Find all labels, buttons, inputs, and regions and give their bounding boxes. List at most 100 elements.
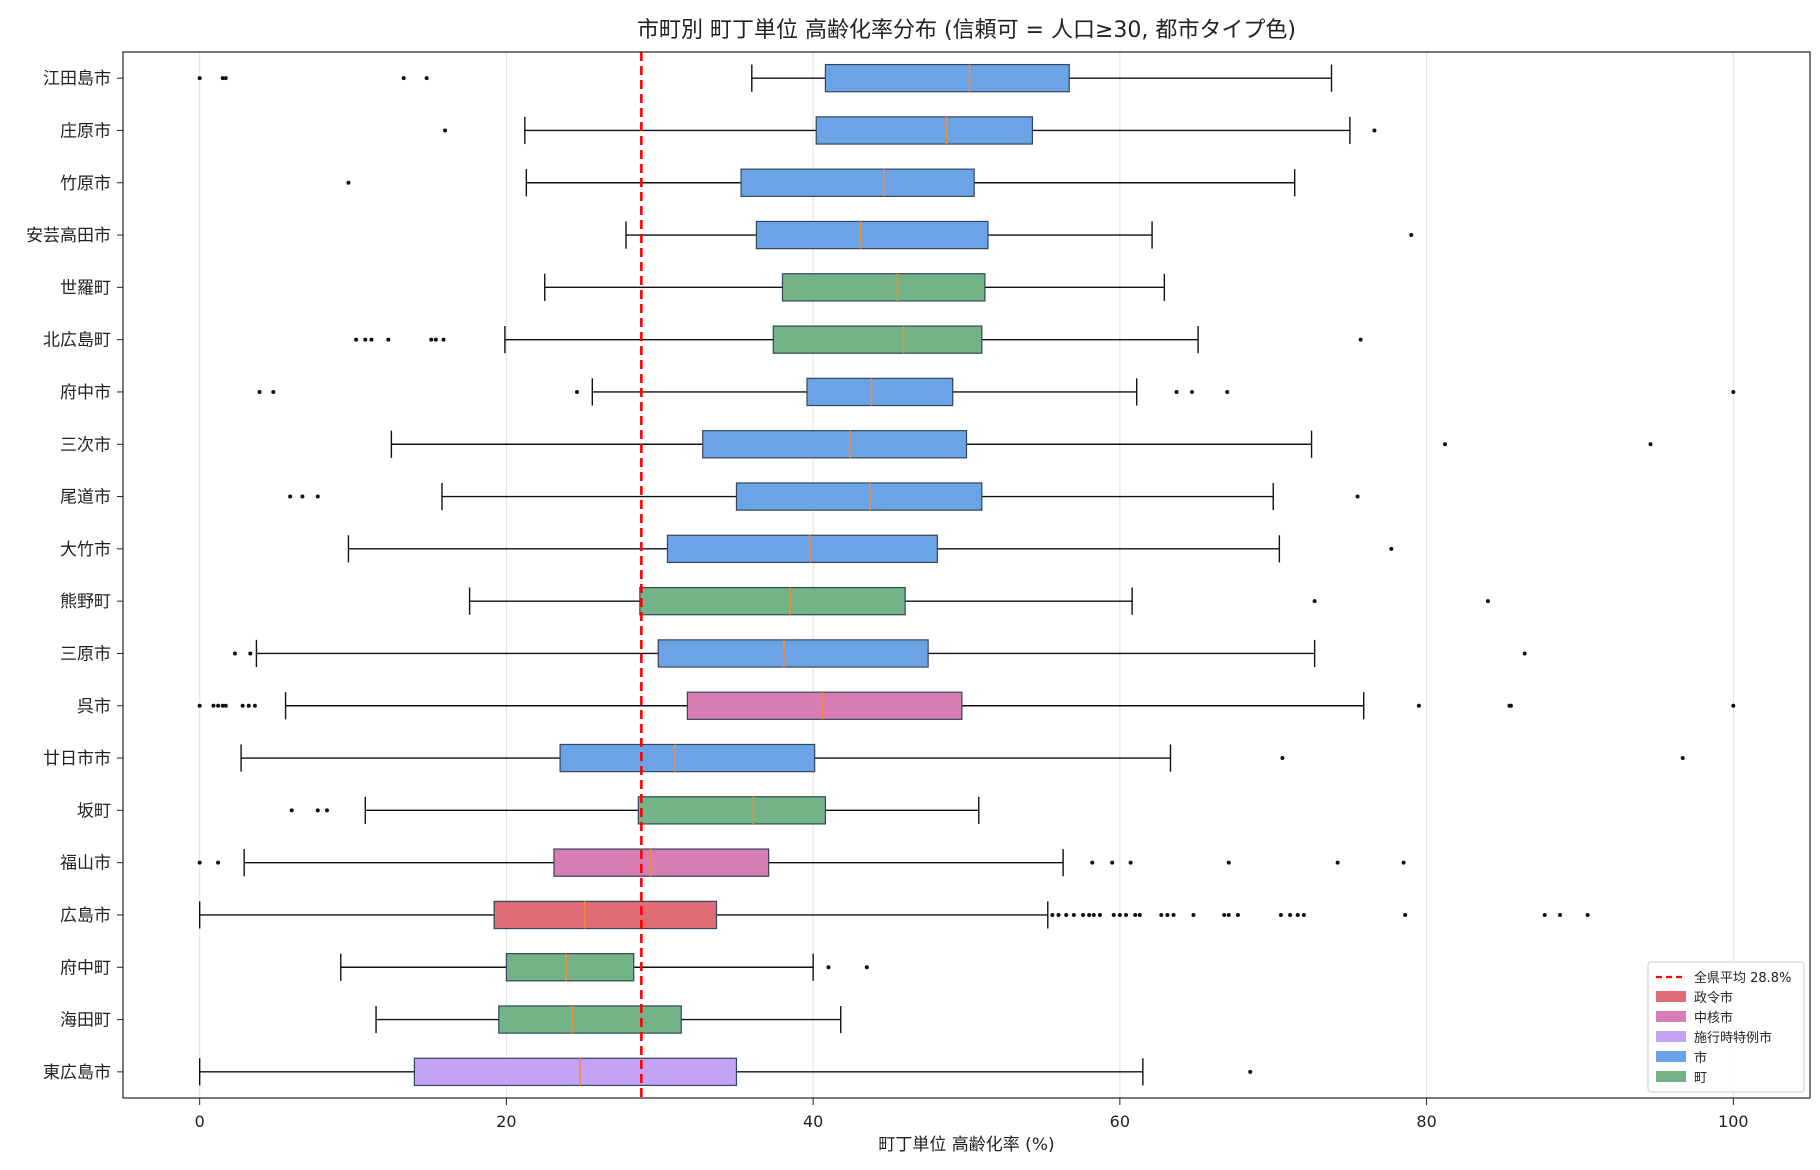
outlier-point: [248, 651, 253, 656]
outlier-point: [1226, 860, 1231, 865]
outlier-point: [1123, 912, 1128, 917]
iqr-box: [686, 691, 963, 720]
outlier-point: [1558, 912, 1563, 917]
outlier-point: [246, 703, 251, 708]
outlier-point: [271, 389, 276, 394]
outlier-point: [211, 703, 216, 708]
iqr-box: [806, 377, 954, 407]
outlier-point: [443, 128, 448, 133]
x-tick-label: 20: [496, 1112, 516, 1131]
outlier-point: [288, 494, 293, 499]
y-tick-label: 大竹市: [60, 540, 111, 560]
outlier-point: [864, 965, 869, 970]
iqr-box: [413, 1057, 738, 1087]
outlier-point: [232, 651, 237, 656]
x-tick-label: 0: [195, 1112, 205, 1131]
box-北広島町: [354, 325, 1363, 354]
outlier-point: [1110, 860, 1115, 865]
iqr-box: [559, 743, 816, 773]
outlier-point: [223, 703, 228, 708]
outlier-point: [401, 76, 406, 81]
iqr-box: [553, 848, 770, 877]
outlier-point: [369, 337, 374, 342]
outlier-point: [216, 703, 221, 708]
outlier-point: [252, 703, 257, 708]
outlier-point: [386, 337, 391, 342]
legend-label: 政令市: [1694, 990, 1733, 1006]
iqr-box: [781, 273, 986, 302]
outlier-point: [1731, 389, 1736, 394]
outlier-point: [1542, 912, 1547, 917]
outlier-point: [1585, 912, 1590, 917]
outlier-point: [363, 337, 368, 342]
iqr-box: [493, 900, 718, 930]
box-府中町: [340, 953, 869, 982]
y-tick-label: 庄原市: [60, 121, 111, 141]
outlier-point: [1191, 912, 1196, 917]
outlier-point: [240, 703, 245, 708]
y-tick-label: 三原市: [60, 644, 111, 664]
box-世羅町: [544, 273, 1166, 302]
grid-layer: [199, 52, 1734, 1098]
box-府中市: [257, 377, 1736, 407]
iqr-box: [755, 220, 989, 250]
box-坂町: [289, 796, 980, 825]
outlier-point: [429, 337, 434, 342]
outlier-point: [223, 76, 228, 81]
y-tick-label: 福山市: [60, 854, 111, 874]
legend-label: 中核市: [1694, 1010, 1733, 1026]
outlier-point: [1137, 912, 1142, 917]
y-tick-label: 安芸高田市: [26, 226, 111, 246]
axis-layer: 0 20 40 60 80 100 江田島市庄原市竹原市安芸高田市世羅町北広島町府中市三次市…: [26, 69, 1749, 1131]
legend-swatch: [1656, 1051, 1686, 1062]
outlier-point: [197, 860, 202, 865]
outlier-point: [197, 76, 202, 81]
outlier-point: [1222, 912, 1227, 917]
outlier-point: [1372, 128, 1377, 133]
outlier-point: [1403, 912, 1408, 917]
outlier-point: [257, 389, 262, 394]
box-庄原市: [443, 116, 1377, 145]
outlier-point: [324, 808, 329, 813]
x-tick-label: 100: [1718, 1112, 1749, 1131]
y-tick-label: 三次市: [60, 435, 111, 455]
legend-label: 全県平均 28.8%: [1694, 970, 1791, 986]
outlier-point: [1312, 599, 1317, 604]
outlier-point: [1133, 912, 1138, 917]
outlier-point: [1731, 703, 1736, 708]
y-tick-label: 世羅町: [60, 278, 111, 298]
x-tick-label: 40: [803, 1112, 823, 1131]
outlier-point: [197, 703, 202, 708]
y-tick-label: 東広島市: [43, 1063, 111, 1083]
outlier-point: [1064, 912, 1069, 917]
y-tick-label: 廿日市市: [43, 749, 111, 769]
box-廿日市市: [240, 743, 1685, 773]
box-layer: [197, 63, 1736, 1087]
outlier-point: [1389, 546, 1394, 551]
y-tick-label: 海田町: [60, 1011, 111, 1031]
outlier-point: [1087, 912, 1092, 917]
iqr-box: [639, 586, 906, 616]
outlier-point: [1159, 912, 1164, 917]
legend-swatch: [1656, 1011, 1686, 1022]
outlier-point: [1248, 1069, 1253, 1074]
outlier-point: [1128, 860, 1133, 865]
box-海田町: [375, 1005, 842, 1034]
outlier-point: [1680, 756, 1685, 761]
legend-label: 市: [1694, 1050, 1707, 1066]
outlier-point: [1117, 912, 1122, 917]
box-東広島市: [198, 1057, 1253, 1087]
outlier-point: [220, 76, 225, 81]
outlier-point: [216, 860, 221, 865]
y-tick-label: 竹原市: [60, 174, 111, 194]
y-tick-label: 呉市: [77, 697, 111, 717]
outlier-point: [1280, 756, 1285, 761]
iqr-box: [772, 325, 983, 354]
outlier-point: [1081, 912, 1086, 917]
outlier-point: [1226, 912, 1231, 917]
outlier-point: [1090, 860, 1095, 865]
iqr-box: [824, 63, 1070, 93]
outlier-point: [1648, 442, 1653, 447]
